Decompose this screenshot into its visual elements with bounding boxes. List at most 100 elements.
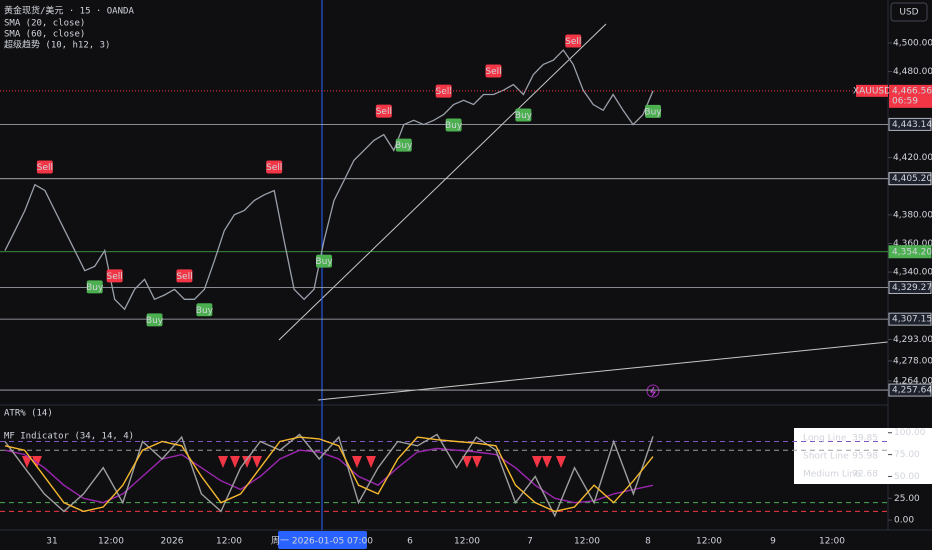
signal-label: Sell	[436, 87, 452, 97]
indicator-label[interactable]: 超级趋势 (10, h12, 3)	[4, 39, 110, 51]
legend-box	[794, 428, 932, 484]
marker	[352, 456, 362, 468]
level-label: 4,307.154	[892, 315, 932, 325]
marker	[366, 456, 376, 468]
y-tick-label: 50.00	[894, 472, 920, 482]
y-tick-label: 25.00	[894, 494, 920, 504]
x-tick-label: 12:00	[98, 537, 124, 547]
signal-badge	[106, 269, 123, 283]
marker	[32, 456, 42, 468]
legend-value: 72.68	[852, 470, 878, 480]
signal-badge	[565, 34, 582, 48]
marker	[542, 456, 552, 468]
level-label-box	[888, 383, 932, 397]
level-label-box	[888, 172, 932, 186]
signal-label: Sell	[37, 163, 53, 173]
marker	[230, 456, 240, 468]
price-line	[4, 49, 654, 311]
signal-badge	[196, 303, 213, 317]
symbol-title: 黄金现货/美元 · 15 · OANDA	[4, 5, 134, 17]
currency-button[interactable]	[890, 2, 928, 22]
pane-title: MF Indicator (34, 14, 4)	[4, 432, 134, 442]
signal-badge	[86, 280, 103, 294]
level-label-box	[888, 117, 932, 131]
x-tick-label: 12:00	[574, 537, 600, 547]
signal-badge	[316, 254, 333, 268]
level-label: 4,354.206	[892, 247, 932, 257]
symbol-tag-label: XAUUSD	[853, 86, 891, 96]
signal-label: Sell	[107, 272, 123, 282]
x-tick-label: 12:00	[819, 537, 845, 547]
pane-title: ATR% (14)	[4, 409, 53, 419]
signal-label: Buy	[395, 141, 413, 151]
signal-badge	[645, 104, 661, 118]
signal-label: Buy	[146, 316, 164, 326]
level-label-box	[888, 312, 932, 326]
signal-label: Buy	[644, 107, 662, 117]
signal-label: Buy	[196, 306, 214, 316]
x-tick-label: 8	[645, 537, 651, 547]
marker	[242, 456, 252, 468]
marker	[252, 456, 262, 468]
indicator-label[interactable]: SMA (20, close)	[4, 19, 85, 29]
signal-label: Sell	[376, 107, 392, 117]
last-price-label: 4,466.560	[892, 86, 932, 96]
y-tick-label: 100.00	[894, 428, 926, 438]
signal-badge	[435, 84, 452, 98]
y-tick-label: 4,293.000	[893, 335, 932, 345]
last-price-box	[889, 84, 932, 108]
marker	[556, 456, 566, 468]
signal-label: Sell	[266, 163, 282, 173]
y-tick-label: 0.00	[894, 516, 914, 526]
level-label: 4,257.641	[892, 386, 932, 396]
oscillator-line	[4, 433, 654, 518]
marker	[532, 456, 542, 468]
signal-badge	[36, 160, 53, 174]
countdown-label: 06:59	[892, 96, 918, 106]
event-icon	[650, 386, 656, 397]
signal-badge	[515, 108, 532, 122]
marker	[22, 456, 32, 468]
signal-badge	[176, 269, 193, 283]
level-label-box	[888, 245, 932, 259]
indicator-label[interactable]: SMA (60, close)	[4, 30, 85, 40]
signal-label: Buy	[86, 283, 104, 293]
oscillator-line	[4, 447, 654, 504]
signal-badge	[375, 104, 392, 118]
y-tick-label: 4,264.000	[893, 376, 932, 386]
x-tick-label: 12:00	[696, 537, 722, 547]
y-tick-label: 4,380.000	[893, 210, 932, 220]
level-label: 4,405.204	[892, 174, 932, 184]
signal-label: Sell	[176, 272, 192, 282]
x-tick-label: 31	[46, 537, 57, 547]
x-tick-label: 2026	[161, 537, 184, 547]
signal-label: Buy	[515, 111, 533, 121]
legend-name: Medium Line	[803, 470, 861, 480]
level-label: 4,443.141	[892, 120, 932, 130]
legend-name: Long Line	[803, 434, 847, 444]
currency-label: USD	[899, 8, 918, 18]
x-tick-label: 6	[407, 537, 413, 547]
x-tick-label: 12:00	[454, 537, 480, 547]
legend-name: Short Line	[803, 452, 849, 462]
signal-badge	[395, 138, 412, 152]
y-tick-label: 4,420.000	[893, 153, 932, 163]
oscillator-line	[4, 436, 654, 513]
signal-badge	[146, 313, 163, 327]
marker	[218, 456, 228, 468]
event-icon[interactable]	[646, 384, 660, 398]
x-tick-label: 9	[770, 537, 776, 547]
x-tick-label: 7	[527, 537, 533, 547]
y-tick-label: 4,360.000	[893, 239, 932, 249]
signal-label: Buy	[445, 121, 463, 131]
y-tick-label: 4,480.000	[893, 67, 932, 77]
level-label-box	[888, 280, 932, 294]
legend-value: 95.98	[852, 452, 878, 462]
y-tick-label: 4,340.000	[893, 268, 932, 278]
oscillator-markers	[22, 456, 566, 468]
signal-label: Sell	[485, 67, 501, 77]
signal-badge	[445, 118, 462, 132]
x-highlight-label: 周一 2026-01-05 07:00	[271, 536, 373, 547]
